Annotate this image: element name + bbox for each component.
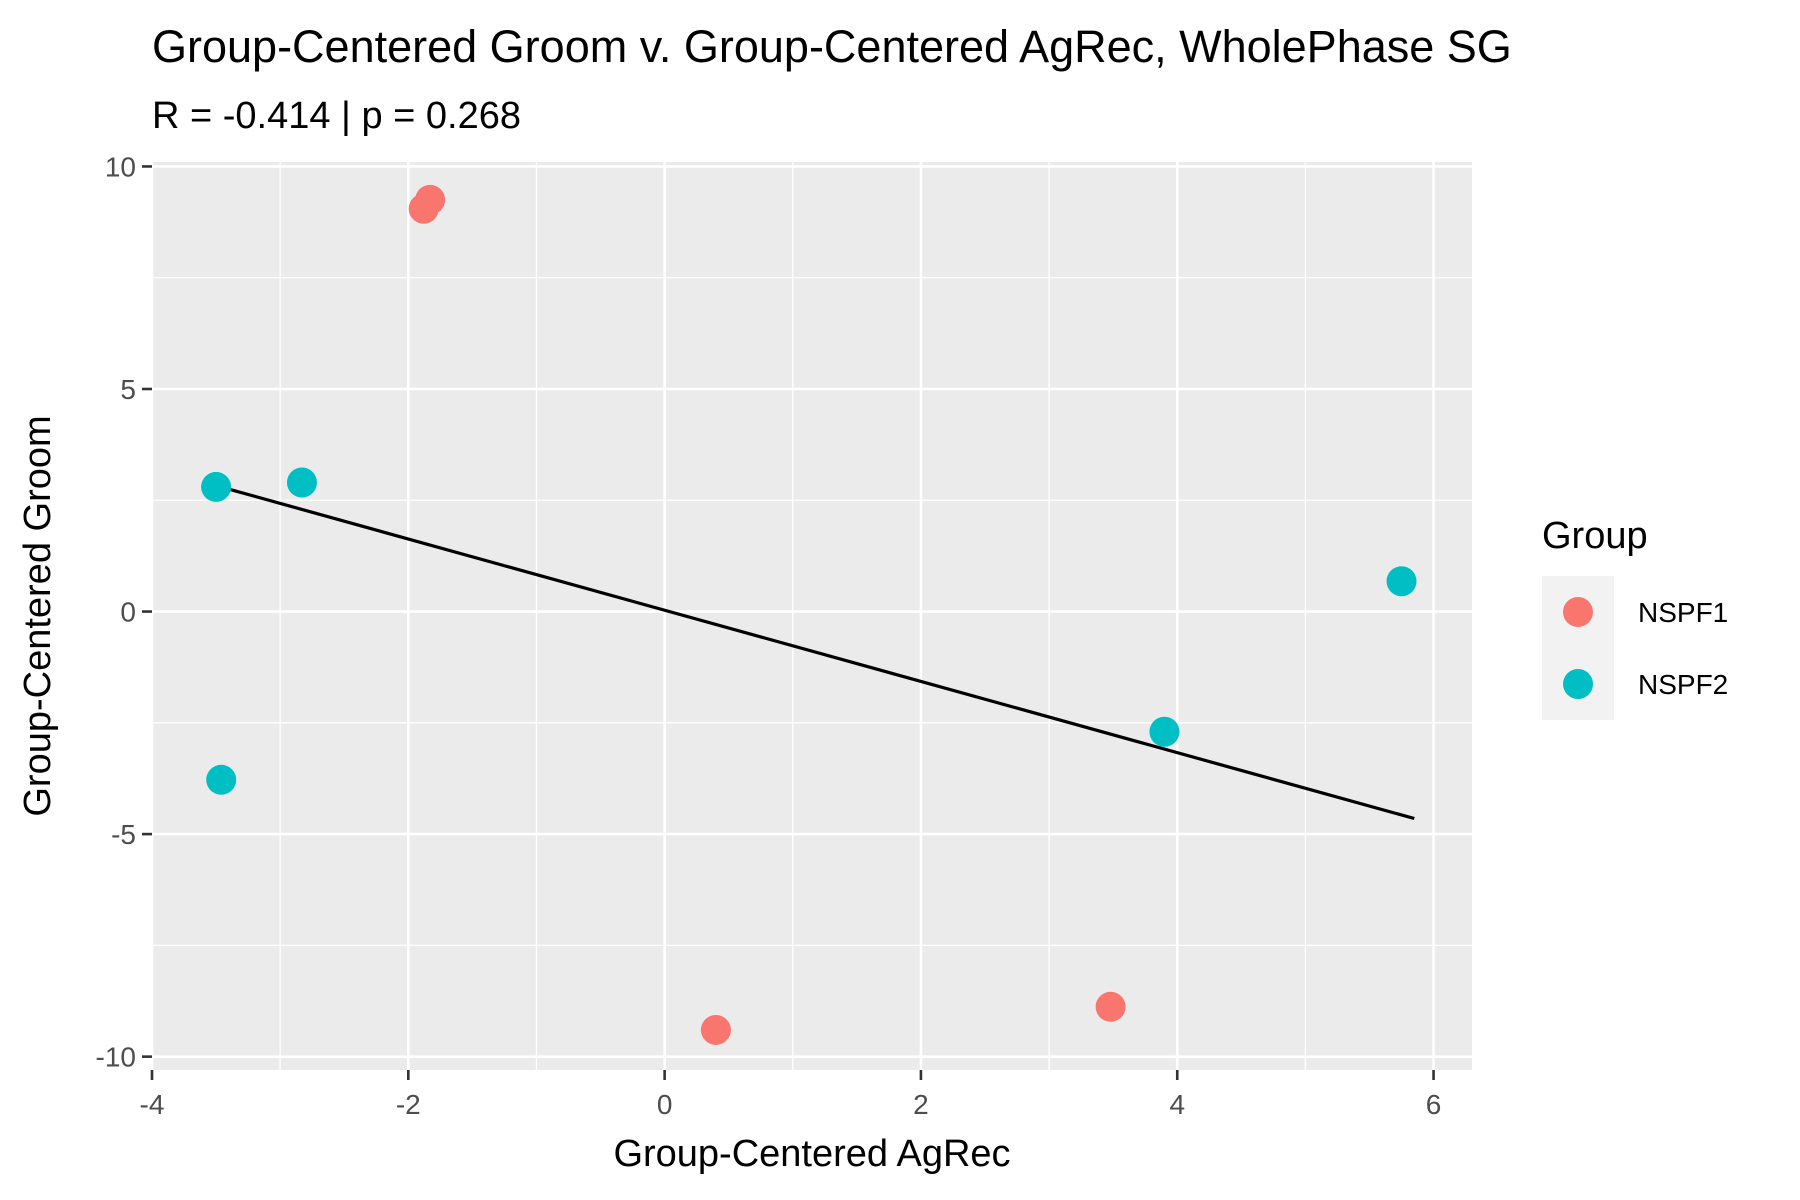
x-tick-label: 4	[1169, 1089, 1185, 1120]
legend-key-nspf1	[1563, 597, 1593, 627]
x-axis: -4 -2 0 2 4 6	[140, 1070, 1442, 1120]
point-nspf2	[201, 471, 232, 502]
fit-line-layer	[228, 487, 1415, 821]
legend-key-nspf2	[1563, 669, 1593, 699]
x-tick-label: -4	[140, 1089, 165, 1120]
regression-line	[228, 487, 1415, 821]
legend-label-nspf2: NSPF2	[1638, 669, 1728, 700]
point-nspf2	[286, 467, 317, 498]
point-nspf2	[206, 764, 237, 795]
y-tick-label: 5	[120, 374, 136, 405]
point-nspf1	[1095, 991, 1126, 1022]
point-nspf2	[1386, 566, 1417, 597]
point-nspf1	[415, 184, 446, 215]
y-tick-label: 10	[105, 151, 136, 182]
x-tick-label: 2	[913, 1089, 929, 1120]
chart-subtitle: R = -0.414 | p = 0.268	[152, 95, 521, 137]
y-tick-label: -5	[111, 819, 136, 850]
major-grid	[150, 162, 1472, 1070]
legend: Group NSPF1 NSPF2	[1542, 515, 1728, 720]
plot-panel	[152, 162, 1472, 1070]
point-nspf2	[1149, 716, 1180, 747]
x-tick-label: 0	[657, 1089, 673, 1120]
chart-title: Group-Centered Groom v. Group-Centered A…	[152, 21, 1512, 72]
minor-grid	[152, 162, 1472, 1070]
y-axis: 10 5 0 -5 -10	[96, 151, 152, 1073]
points-layer	[201, 184, 1417, 1045]
y-axis-title: Group-Centered Groom	[17, 415, 59, 816]
legend-title: Group	[1542, 515, 1648, 557]
y-tick-label: -10	[96, 1042, 136, 1073]
y-tick-label: 0	[120, 597, 136, 628]
x-tick-label: -2	[396, 1089, 421, 1120]
x-tick-label: 6	[1426, 1089, 1442, 1120]
x-axis-title: Group-Centered AgRec	[613, 1133, 1010, 1175]
legend-label-nspf1: NSPF1	[1638, 597, 1728, 628]
point-nspf1	[700, 1014, 731, 1045]
